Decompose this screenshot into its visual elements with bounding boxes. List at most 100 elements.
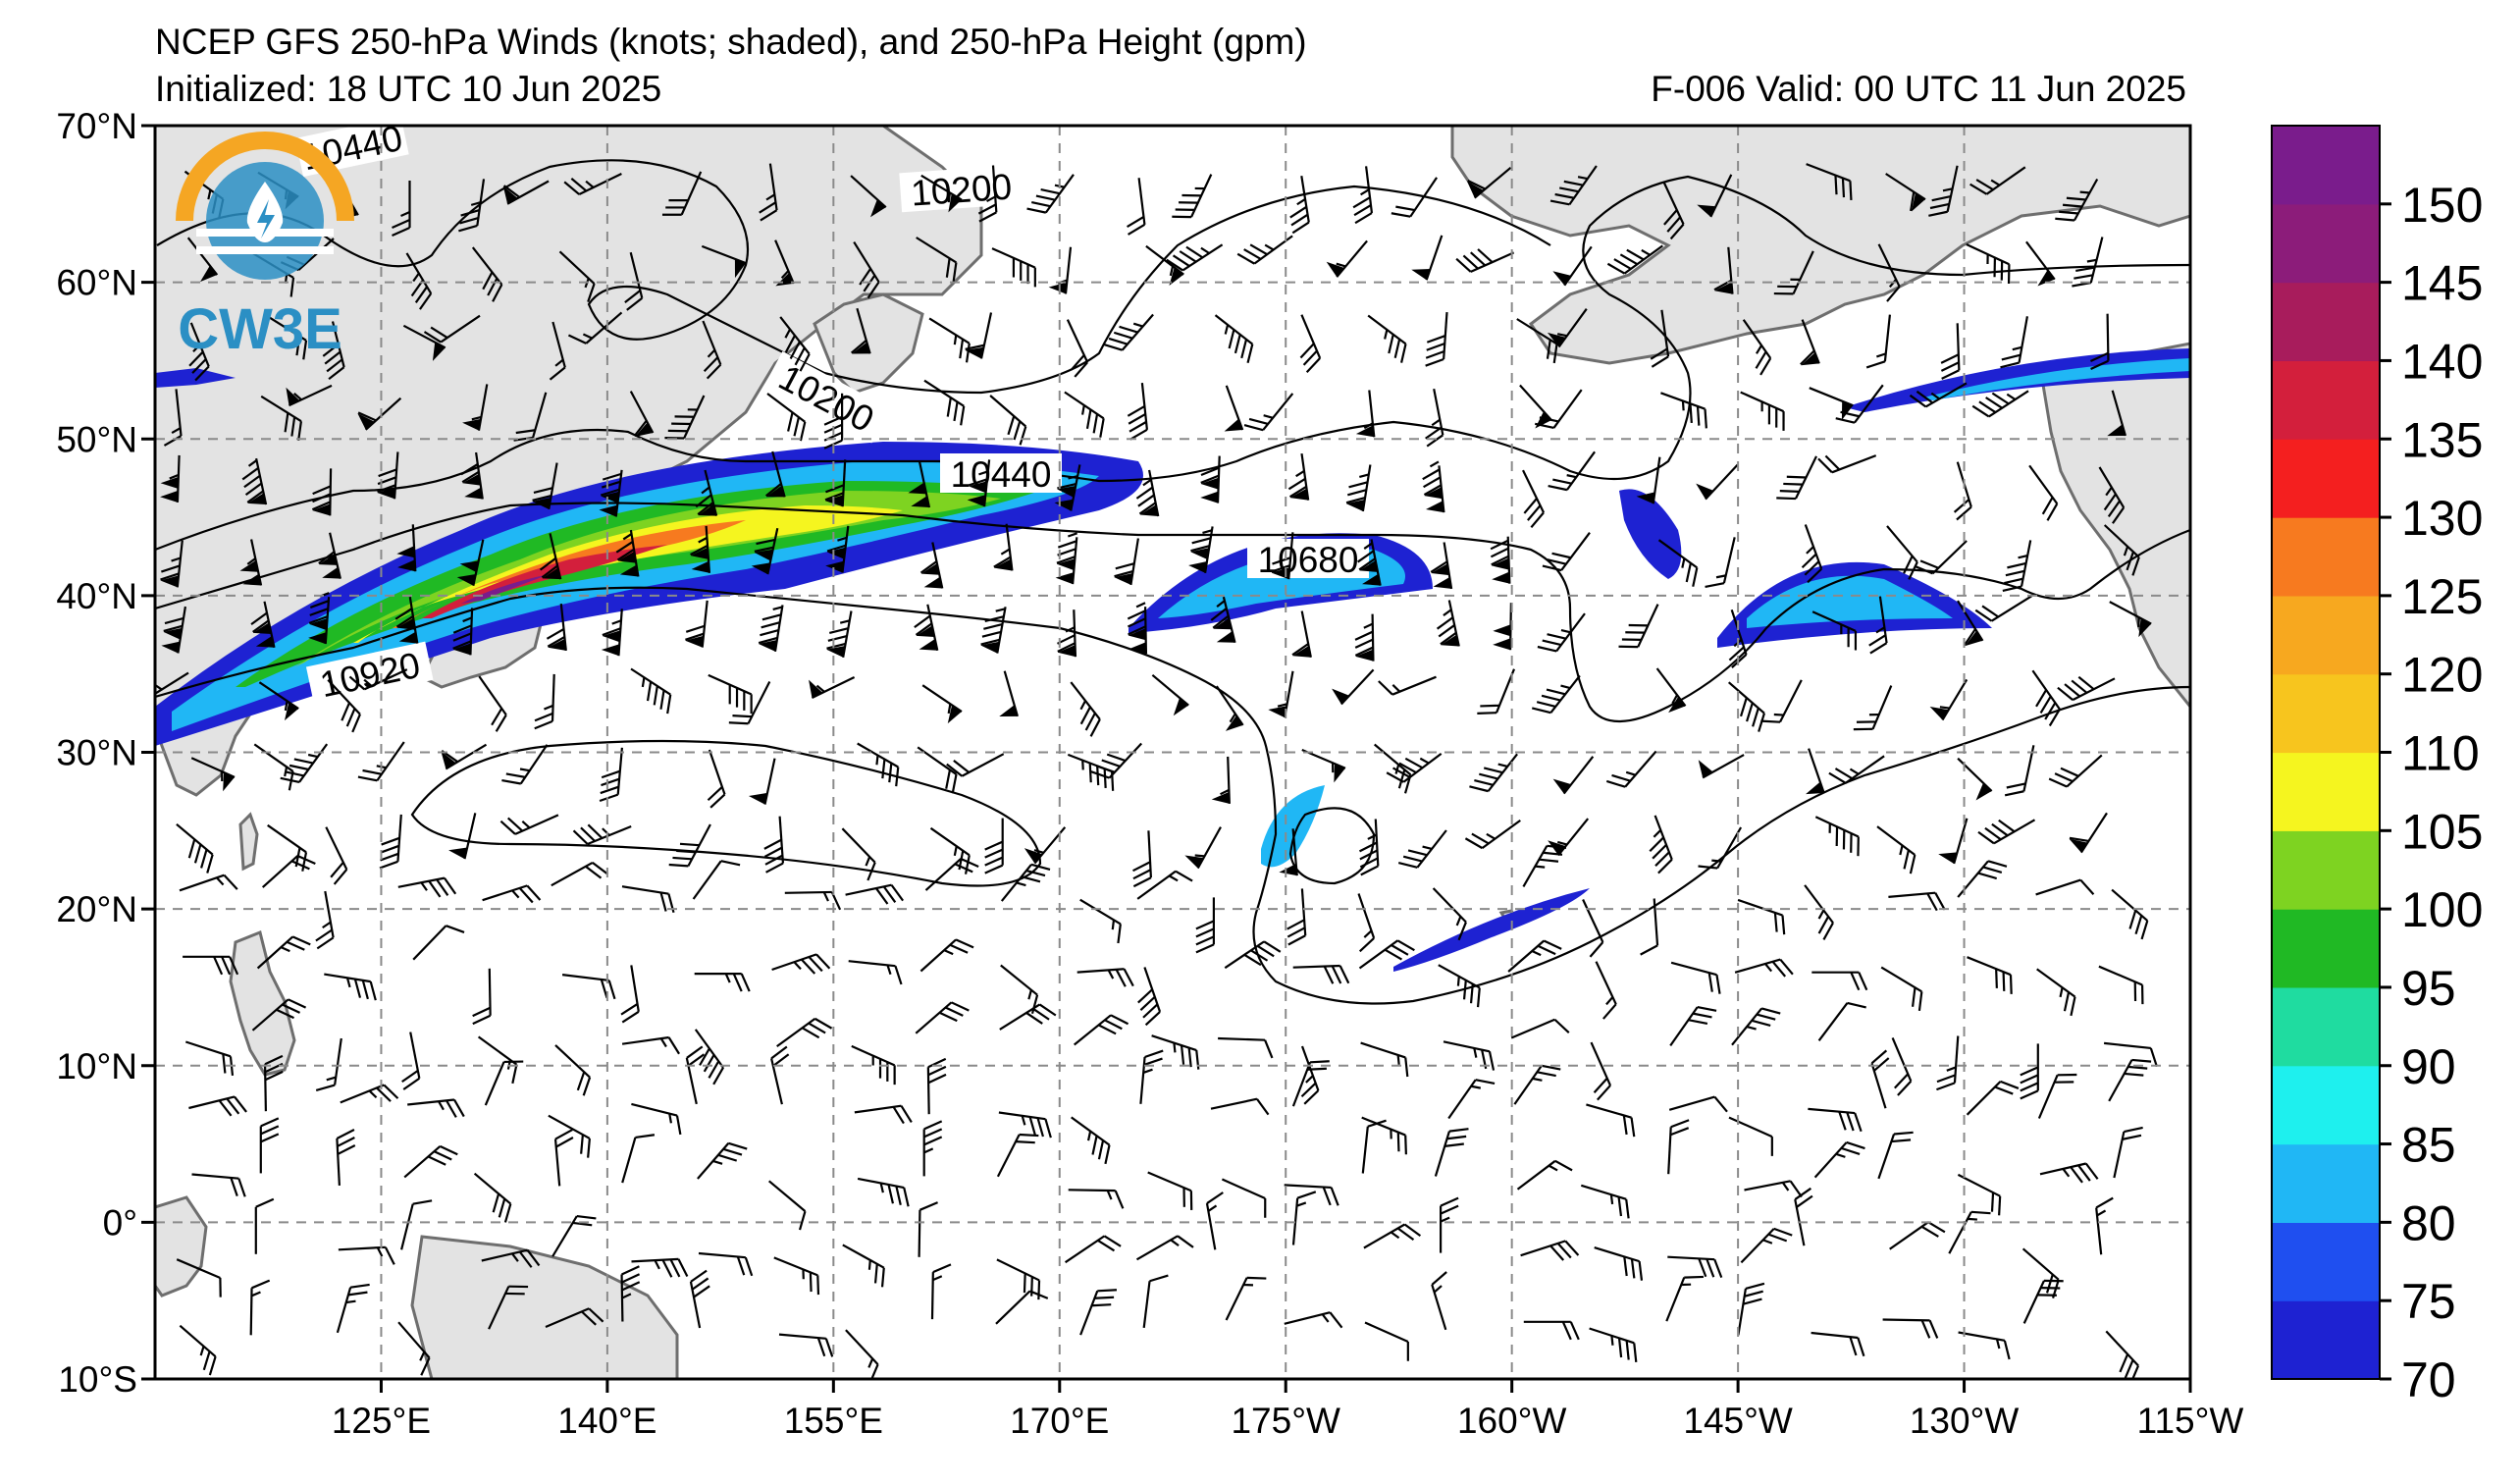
wind-barb <box>770 1045 790 1105</box>
colorbar-label: 80 <box>2401 1195 2456 1250</box>
wind-barb <box>1358 939 1415 970</box>
wind-barb <box>315 1037 342 1092</box>
wind-barb <box>766 393 807 442</box>
latitude-axis: 70°N 60°N 50°N 40°N 30°N 20°N 10°N 0° 10°S <box>56 106 155 1400</box>
wind-barb <box>630 667 672 715</box>
wind-barb <box>456 539 485 586</box>
wind-barb <box>1742 319 1772 376</box>
wind-barb <box>263 1054 284 1112</box>
colorbar-label: 110 <box>2401 726 2480 781</box>
wind-barb <box>701 244 747 279</box>
wind-barb <box>1070 681 1101 737</box>
colorbar-label: 90 <box>2401 1039 2456 1094</box>
wind-barb <box>920 174 963 213</box>
wind-barb <box>179 1324 217 1376</box>
wind-barb <box>251 998 307 1032</box>
wind-barb <box>1522 469 1546 529</box>
wind-barb <box>188 1095 247 1117</box>
wind-barb <box>1391 177 1439 218</box>
wind-barb <box>779 316 811 372</box>
wind-barb <box>473 1172 512 1223</box>
wind-barb <box>2000 316 2028 369</box>
wind-barb <box>1667 1255 1723 1278</box>
wind-barb <box>1914 540 1968 575</box>
wind-barb <box>1552 756 1595 795</box>
wind-barb <box>1286 888 1307 946</box>
wind-barb <box>996 1133 1039 1178</box>
wind-barb <box>501 744 549 785</box>
wind-barb <box>1801 524 1823 584</box>
wind-barb <box>928 317 971 363</box>
wind-barb <box>239 539 263 586</box>
wind-barb <box>1957 600 1984 647</box>
wind-barb <box>751 527 779 575</box>
wind-barb <box>1776 455 1817 501</box>
wind-barb <box>179 874 238 892</box>
wind-barb <box>758 605 784 652</box>
wind-barb <box>1507 939 1562 973</box>
figure-title: NCEP GFS 250-hPa Winds (knots; shaded), … <box>155 22 1307 62</box>
wind-barb <box>280 743 329 784</box>
contour-label: 10200 <box>910 166 1014 213</box>
wind-barb <box>1891 1036 1913 1096</box>
wind-barb <box>748 758 776 805</box>
colorbar-label: 120 <box>2401 648 2483 703</box>
wind-barb <box>1055 532 1078 585</box>
wind-barb <box>1490 536 1511 584</box>
wind-barb <box>176 822 214 874</box>
colorbar-swatch <box>2272 126 2380 205</box>
contour-cutoff-low <box>1288 807 1376 885</box>
colorbar-swatch <box>2272 1300 2380 1380</box>
wind-barb <box>1548 450 1596 492</box>
wind-barb <box>448 813 477 860</box>
lon-label: 155°E <box>784 1401 883 1441</box>
wind-barb <box>1580 1184 1630 1219</box>
wind-barb <box>921 684 963 724</box>
wind-barb <box>548 1114 591 1158</box>
wind-barb <box>1948 1210 1991 1254</box>
land-new-guinea <box>410 1235 679 1379</box>
land-taiwan <box>238 812 259 872</box>
wind-barb <box>1079 1289 1118 1336</box>
wind-barb <box>857 1177 910 1207</box>
wind-barb <box>620 1265 641 1322</box>
wind-barb <box>1728 1116 1773 1156</box>
landmasses <box>155 126 2190 1379</box>
wind-barb <box>315 890 335 950</box>
wind-barb <box>400 1199 433 1250</box>
wind-barb <box>1284 1184 1339 1206</box>
wind-barb <box>1737 1282 1765 1336</box>
wind-barb <box>2095 1196 2114 1255</box>
lat-label: 10°N <box>56 1046 137 1086</box>
jet-main-150 <box>461 574 550 604</box>
wind-barb <box>854 1104 913 1125</box>
wind-barb <box>286 384 333 407</box>
wind-barb <box>1147 1171 1193 1210</box>
wind-barb <box>1224 385 1244 432</box>
wind-barb <box>1534 389 1583 430</box>
wind-barb <box>826 610 853 658</box>
wind-barb <box>1814 816 1860 857</box>
wind-barb <box>1184 826 1222 870</box>
colorbar-label: 75 <box>2401 1274 2456 1329</box>
wind-barb <box>260 395 302 441</box>
wind-barb <box>2111 888 2149 940</box>
wind-barb <box>977 165 998 223</box>
wind-barb <box>629 391 655 438</box>
wind-barb <box>1958 1331 2011 1360</box>
wind-barb <box>1936 1035 1960 1091</box>
wind-barb <box>908 460 931 508</box>
wind-barb <box>923 379 966 426</box>
colorbar-label: 145 <box>2401 256 2483 311</box>
wind-barb <box>763 816 785 874</box>
wind-barb <box>1595 961 1617 1020</box>
wind-barb <box>1811 610 1858 651</box>
wind-barb <box>499 814 559 835</box>
wind-barb <box>1698 826 1743 870</box>
wind-barb <box>1151 673 1189 716</box>
wind-barb <box>845 883 905 905</box>
wind-barb <box>694 972 751 992</box>
wind-barb <box>708 673 753 715</box>
contour-label: 10440 <box>951 454 1052 495</box>
jet-main-110 <box>353 505 903 643</box>
